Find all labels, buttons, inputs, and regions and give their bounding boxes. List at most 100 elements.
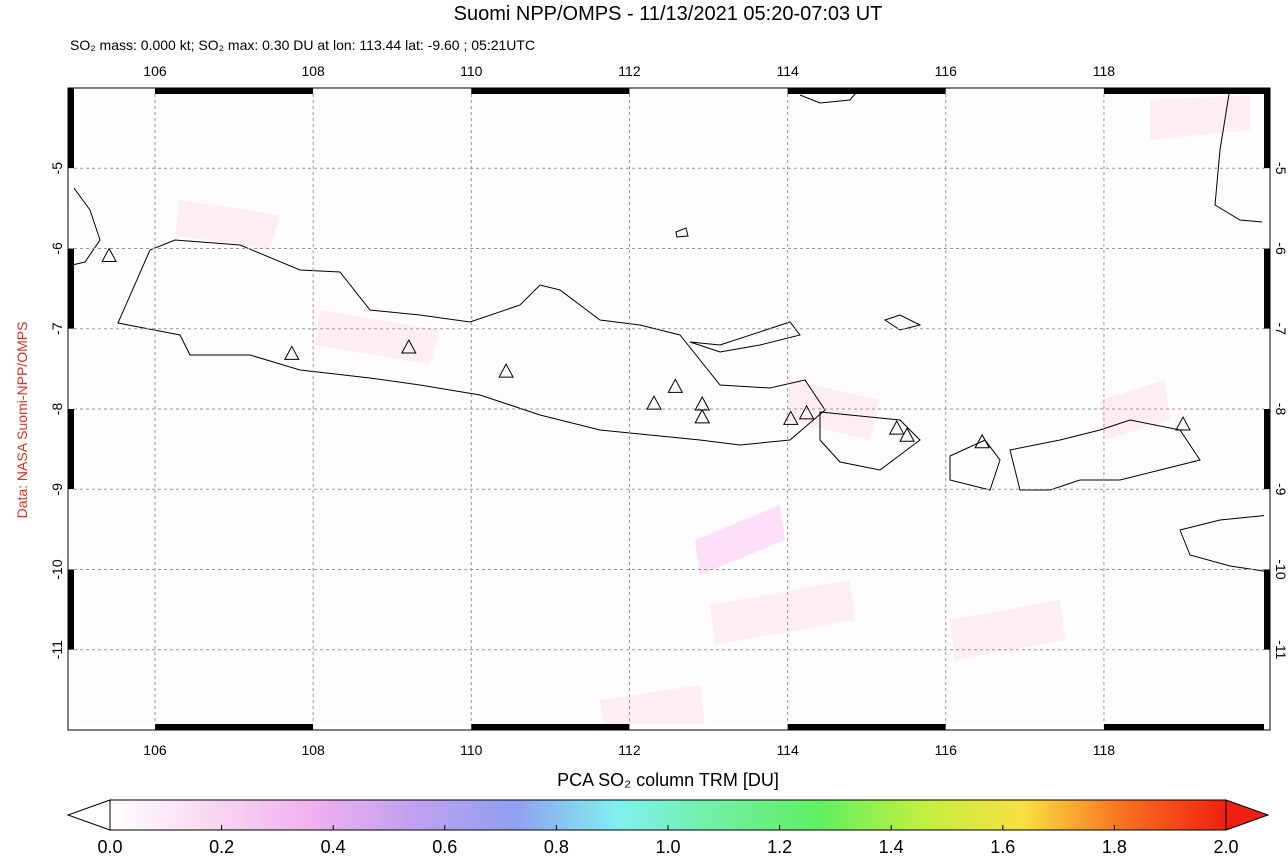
y-tick-label: -8 (1273, 403, 1288, 416)
frame-band (68, 409, 74, 490)
x-tick-label: 108 (301, 742, 325, 758)
x-tick-label: 116 (935, 63, 958, 79)
frame-band (68, 649, 74, 730)
volcano (667, 378, 684, 393)
x-tick-label: 106 (143, 742, 167, 758)
frame-band (471, 724, 630, 730)
frame-band (68, 88, 74, 169)
colorbar-tick-label: 1.0 (655, 837, 680, 855)
volcano (101, 247, 117, 263)
frame-band (68, 724, 155, 730)
frame-band (313, 724, 472, 730)
frame-band (945, 724, 1104, 730)
x-tick-label: 116 (935, 742, 958, 758)
frame-band (787, 724, 946, 730)
colorbar-max-arrow (1225, 799, 1270, 831)
colorbar-tick-label: 0.4 (321, 837, 346, 855)
frame-band (629, 88, 788, 94)
frame-border (67, 87, 1271, 731)
swath (785, 380, 880, 440)
y-tick-label: -7 (1273, 323, 1288, 336)
volcano (283, 345, 300, 360)
colorbar-label: PCA SO₂ column TRM [DU] (557, 770, 779, 790)
frame-band (1264, 168, 1270, 249)
coastlines (67, 87, 1271, 573)
subtitle: SO₂ mass: 0.000 kt; SO₂ max: 0.30 DU at … (70, 37, 535, 53)
x-tick-label: 106 (143, 63, 167, 79)
colorbar-tick-label: 2.0 (1213, 837, 1238, 855)
frame-band (68, 168, 74, 249)
x-tick-label: 112 (618, 63, 641, 79)
frame-band (1264, 248, 1270, 329)
volcano (1175, 415, 1191, 431)
swath (710, 580, 855, 645)
colorbar-tick-label: 0.2 (209, 837, 234, 855)
coast-sulawesi (1214, 87, 1263, 223)
frame-band (68, 328, 74, 409)
y-tick-label: -11 (1273, 640, 1288, 659)
x-tick-label: 110 (460, 63, 483, 79)
frame-band (1264, 489, 1270, 570)
frame-band (68, 569, 74, 650)
y-tick-label: -10 (49, 559, 65, 579)
colorbar-tick-label: 1.2 (767, 837, 792, 855)
y-tick-label: -5 (49, 162, 65, 175)
frame-band (1264, 569, 1270, 650)
volcano (899, 427, 915, 442)
swath (695, 505, 785, 575)
title: Suomi NPP/OMPS - 11/13/2021 05:20-07:03 … (454, 3, 883, 25)
frame-band (1264, 649, 1270, 730)
frame-band (154, 88, 314, 94)
frame-band (787, 88, 946, 94)
y-tick-label: -6 (49, 242, 65, 255)
coast-lombok (949, 439, 1001, 491)
coast-sumbawa (1009, 419, 1201, 491)
volcano (888, 420, 905, 435)
credit: Data: NASA Suomi-NPP/OMPS (14, 322, 30, 519)
frame-band (154, 724, 314, 730)
colorbar-tick-label: 0.8 (544, 837, 569, 855)
x-tick-label: 118 (1093, 63, 1116, 79)
y-tick-label: -8 (49, 403, 65, 416)
frame-band (313, 88, 472, 94)
volcano (498, 363, 514, 378)
frame-band (1264, 88, 1270, 169)
swath (315, 310, 440, 365)
frame-band (629, 724, 788, 730)
coast-java (117, 239, 826, 446)
frame-band (68, 88, 155, 94)
y-tick-label: -6 (1273, 242, 1288, 255)
swath (1150, 95, 1250, 140)
frame-band (471, 88, 630, 94)
swath (950, 600, 1065, 660)
x-tick-label: 108 (301, 63, 325, 79)
x-tick-label: 118 (1093, 742, 1116, 758)
colorbar-tick-label: 0.0 (97, 837, 122, 855)
swath (175, 200, 280, 250)
grid (68, 88, 1270, 730)
volcano (400, 338, 417, 354)
x-tick-label: 114 (776, 742, 799, 758)
coast-bali (819, 411, 921, 471)
y-tick-label: -7 (49, 322, 65, 335)
frame-band (68, 489, 74, 570)
colorbar-tick-label: 0.6 (432, 837, 457, 855)
x-tick-label: 112 (618, 742, 641, 758)
y-tick-label: -9 (49, 483, 65, 496)
y-tick-label: -10 (1273, 559, 1288, 579)
coast-madura (689, 321, 801, 353)
coast-sumatra (67, 179, 101, 267)
frame-band (1264, 409, 1270, 490)
coast-bawean (675, 227, 689, 238)
frame-band (1264, 328, 1270, 409)
y-tick-label: -11 (49, 640, 65, 659)
frame-band (1103, 88, 1270, 94)
volcano (782, 410, 799, 425)
frame: 106 106 108 108 110 110 112 112 114 114 116 116 118 1… (49, 63, 1288, 758)
colorbar-tick-label: 1.6 (990, 837, 1015, 855)
colorbar-tick-label: 1.4 (879, 837, 904, 855)
colorbar-tick-label: 1.8 (1102, 837, 1127, 855)
coast-kangean (883, 314, 922, 331)
y-tick-label: -9 (1273, 483, 1288, 496)
